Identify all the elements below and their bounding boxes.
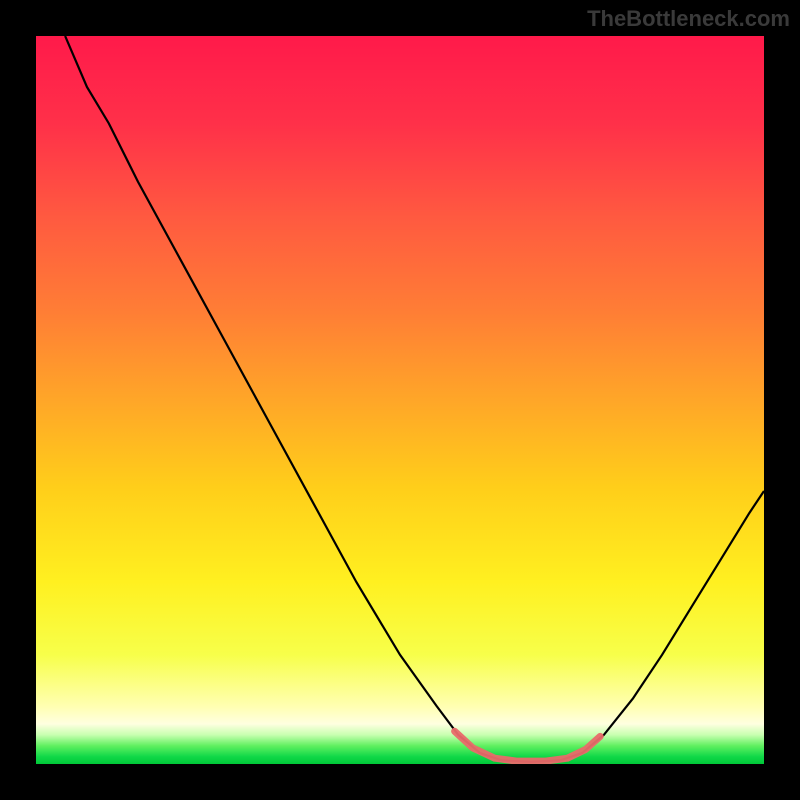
chart-svg	[36, 36, 764, 764]
watermark-text: TheBottleneck.com	[587, 6, 790, 32]
